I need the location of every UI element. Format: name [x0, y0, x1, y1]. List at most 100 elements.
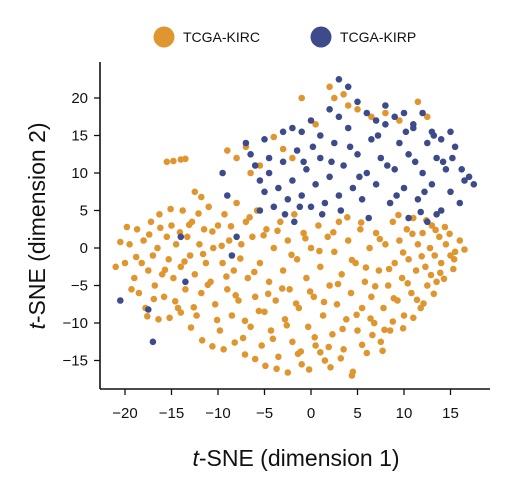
data-point	[182, 286, 189, 293]
data-point	[220, 346, 227, 353]
data-point	[365, 214, 373, 222]
data-point	[311, 334, 319, 341]
data-point	[354, 106, 361, 113]
data-point	[283, 322, 291, 329]
data-point	[389, 218, 397, 226]
data-point	[246, 214, 253, 221]
data-point	[439, 158, 447, 166]
data-point	[163, 233, 171, 241]
x-tick-label: 5	[353, 405, 361, 422]
data-point	[255, 307, 263, 315]
data-point	[340, 162, 347, 169]
data-point	[337, 355, 345, 362]
data-point	[210, 244, 217, 252]
data-point	[200, 226, 208, 233]
data-point	[384, 282, 392, 289]
data-point	[279, 128, 287, 136]
data-point	[300, 229, 307, 237]
data-point	[391, 166, 399, 173]
data-point	[437, 259, 445, 267]
data-point	[263, 226, 270, 233]
data-point	[442, 241, 450, 248]
data-point	[354, 151, 361, 158]
data-point	[382, 121, 389, 128]
data-point	[228, 312, 236, 319]
data-point	[344, 237, 352, 244]
data-point	[228, 252, 236, 259]
data-point	[123, 223, 131, 231]
data-point	[309, 143, 317, 151]
data-point	[367, 315, 374, 322]
data-point	[334, 280, 342, 288]
data-point	[251, 293, 259, 301]
data-point	[451, 248, 459, 256]
data-point	[237, 255, 244, 262]
data-point	[133, 226, 141, 233]
data-point	[186, 252, 194, 259]
y-axis-title-italic: t	[24, 322, 50, 330]
data-point	[170, 274, 177, 282]
y-tick-label: 5	[80, 203, 88, 220]
data-point	[390, 295, 398, 302]
data-point	[233, 199, 240, 207]
data-point	[363, 349, 371, 357]
data-point	[424, 282, 431, 289]
data-point	[198, 337, 206, 344]
data-point	[117, 238, 124, 246]
data-point	[382, 102, 389, 109]
data-point	[209, 343, 216, 350]
data-point	[333, 301, 341, 308]
data-point	[357, 219, 365, 226]
data-point	[356, 173, 363, 181]
data-point	[272, 297, 280, 304]
data-point	[184, 233, 191, 241]
data-point	[335, 76, 343, 83]
data-point	[430, 290, 438, 298]
data-point	[233, 154, 240, 162]
data-point	[386, 199, 394, 207]
data-point	[179, 207, 186, 214]
data-point	[249, 233, 256, 241]
data-point	[303, 274, 310, 282]
data-point	[151, 282, 159, 289]
series-tcga-kirc	[112, 83, 468, 379]
data-point	[419, 169, 426, 177]
data-point	[431, 252, 439, 259]
data-point	[298, 94, 306, 102]
series-tcga-kirp	[117, 76, 478, 346]
data-point	[385, 265, 393, 273]
data-point	[405, 151, 412, 158]
data-point	[191, 188, 199, 196]
data-point	[358, 341, 366, 349]
data-point	[289, 338, 296, 346]
x-tick-label: −5	[256, 405, 273, 422]
data-point	[262, 362, 269, 370]
y-tick-label: 20	[71, 90, 88, 107]
data-point	[446, 230, 453, 238]
data-point	[298, 192, 306, 199]
data-point	[396, 117, 403, 124]
data-point	[319, 312, 327, 319]
data-point	[289, 154, 296, 162]
data-point	[317, 349, 324, 356]
data-point	[242, 218, 250, 226]
data-point	[256, 177, 264, 184]
data-point	[312, 121, 319, 128]
y-axis-title: t-SNE (dimension 2)	[24, 122, 50, 329]
data-point	[424, 139, 431, 147]
data-point	[182, 155, 189, 163]
data-point	[432, 226, 439, 234]
data-point	[214, 222, 222, 229]
legend-marker	[153, 26, 175, 48]
data-point	[304, 323, 312, 331]
data-point	[251, 268, 258, 276]
data-point	[278, 285, 286, 292]
data-point	[363, 169, 371, 177]
data-point	[330, 229, 337, 236]
data-point	[190, 304, 198, 311]
data-point	[320, 298, 328, 306]
data-point	[395, 211, 402, 219]
legend-label: TCGA-KIRC	[183, 29, 260, 45]
data-point	[456, 237, 464, 244]
x-axis-ticks: −20 −15 −10 −5 0 5 10 15	[112, 389, 459, 422]
